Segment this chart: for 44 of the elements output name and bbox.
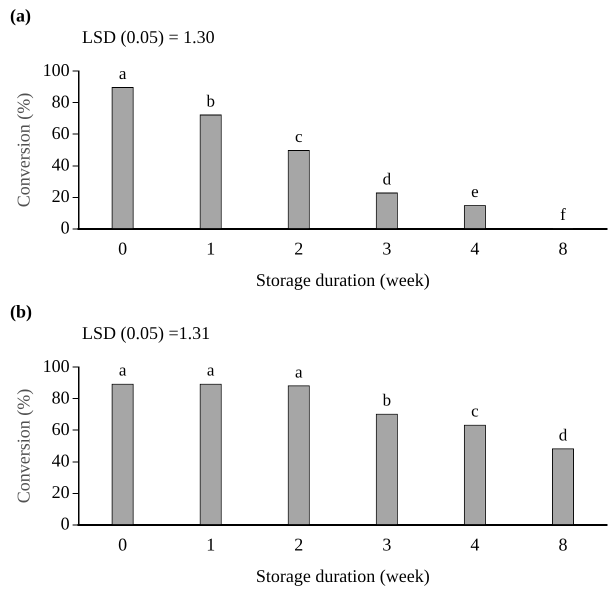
x-tick-label: 8	[558, 238, 568, 258]
annotation: c	[294, 126, 303, 146]
y-tick-label: 40	[52, 154, 70, 174]
annotation: a	[118, 64, 127, 83]
x-tick-label: 8	[558, 534, 568, 554]
x-tick-label: 0	[118, 534, 128, 554]
x-tick-label: 2	[294, 238, 304, 258]
annotation: e	[471, 182, 479, 202]
y-tick-label: 100	[42, 356, 70, 376]
x-tick-label: 4	[470, 534, 480, 554]
x-axis-title: Storage duration (week)	[256, 566, 430, 586]
x-tick-label: 3	[382, 238, 392, 258]
chart-subtitle: LSD (0.05) = 1.30	[10, 27, 215, 48]
x-tick-label: 1	[206, 238, 216, 258]
annotation: b	[382, 390, 392, 410]
annotation: a	[118, 360, 127, 380]
y-tick-label: 20	[52, 186, 70, 206]
annotation: a	[206, 360, 215, 380]
x-tick-label: 4	[470, 238, 480, 258]
annotation: f	[560, 204, 566, 224]
annotation: b	[206, 92, 215, 111]
y-axis-title: Conversion (%)	[14, 388, 34, 504]
annotation: c	[471, 402, 480, 421]
y-tick-label: 60	[52, 418, 70, 439]
y-tick-label: 40	[52, 450, 70, 470]
x-axis-title: Storage duration (week)	[256, 270, 430, 290]
x-tick-label: 1	[206, 534, 216, 554]
y-tick-label: 100	[42, 60, 70, 80]
annotation: d	[558, 425, 568, 444]
x-tick-label: 2	[294, 534, 304, 554]
annotation: a	[294, 362, 303, 382]
y-tick-label: 60	[52, 122, 70, 143]
y-tick-label: 80	[52, 387, 70, 408]
chart-title: (b)	[10, 301, 32, 322]
y-axis-title: Conversion (%)	[14, 92, 34, 208]
chart-title: (a)	[10, 5, 31, 26]
annotation: d	[382, 170, 392, 189]
y-tick-label: 80	[52, 91, 70, 112]
y-tick-label: 0	[60, 218, 70, 238]
x-tick-label: 3	[382, 534, 392, 554]
y-tick-label: 0	[60, 514, 70, 534]
x-tick-label: 0	[118, 238, 128, 258]
y-tick-label: 20	[52, 482, 70, 502]
chart-subtitle: LSD (0.05) =1.31	[10, 323, 210, 344]
